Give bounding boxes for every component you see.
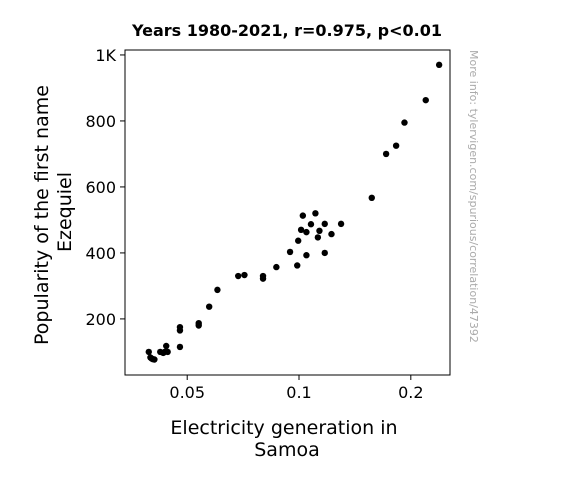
data-points (145, 61, 443, 363)
y-axis-ticks: 200 400 600 800 1K (85, 46, 125, 329)
data-point (145, 348, 152, 356)
y-tick-label: 600 (85, 178, 116, 197)
data-point (299, 212, 307, 219)
data-point (295, 237, 302, 244)
data-point (176, 343, 184, 351)
data-point (392, 142, 400, 149)
data-point (176, 327, 184, 334)
data-point (316, 227, 323, 235)
plot-frame (124, 49, 451, 376)
chart-title: Years 1980-2021, r=0.975, p<0.01 (131, 21, 442, 40)
data-point (297, 226, 305, 234)
data-point (321, 249, 328, 257)
data-point (307, 221, 315, 228)
x-axis-ticks: 0.05 0.1 0.2 (169, 375, 424, 402)
data-point (422, 96, 429, 104)
x-axis-label: Electricity generation in Samoa (170, 417, 403, 461)
x-tick-label: 0.2 (398, 383, 423, 402)
y-tick-label: 800 (85, 112, 116, 131)
data-point (214, 286, 221, 294)
data-point (205, 303, 213, 310)
x-tick-label: 0.05 (169, 383, 205, 402)
y-axis-label-line-1: Popularity of the first name (31, 85, 53, 345)
data-point (312, 210, 319, 217)
data-point (401, 119, 408, 126)
x-tick-label: 0.1 (286, 383, 311, 402)
data-point (314, 234, 322, 241)
x-axis-label-line-2: Samoa (254, 439, 319, 461)
watermark-text: More info: tylervigen.com/spurious/corre… (467, 50, 480, 343)
data-point (303, 252, 310, 259)
x-axis-label-line-1: Electricity generation in (170, 417, 397, 439)
data-point (382, 150, 390, 158)
data-point (328, 230, 335, 238)
data-point (286, 248, 294, 256)
data-point (164, 348, 171, 356)
data-point (321, 220, 328, 228)
y-tick-label: 1K (95, 46, 116, 65)
data-point (435, 61, 443, 69)
y-tick-label: 200 (85, 310, 116, 329)
data-point (163, 342, 170, 350)
data-point (337, 220, 345, 228)
data-point (273, 263, 280, 271)
y-axis-label-line-2: Ezequiel (54, 172, 76, 252)
y-axis-label: Popularity of the first name Ezequiel (31, 79, 76, 345)
data-point (235, 272, 242, 280)
data-point (303, 228, 310, 236)
y-tick-label: 400 (85, 244, 116, 263)
data-point (259, 275, 267, 282)
data-point (294, 262, 301, 269)
data-point (151, 356, 158, 363)
data-point (195, 322, 202, 329)
data-point (368, 194, 375, 202)
data-point (241, 271, 248, 279)
